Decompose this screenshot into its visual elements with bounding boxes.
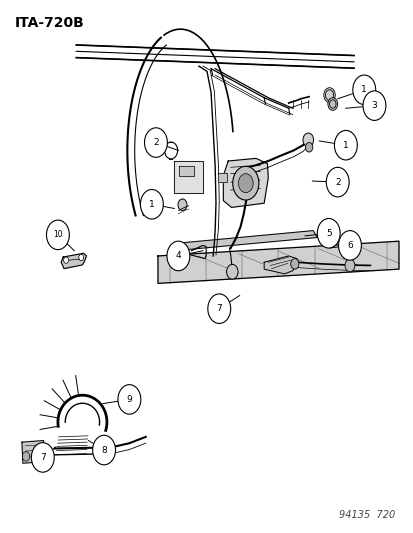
Circle shape bbox=[144, 128, 167, 157]
Circle shape bbox=[232, 166, 258, 200]
Text: ITA-720B: ITA-720B bbox=[15, 16, 85, 30]
Circle shape bbox=[93, 435, 115, 465]
Circle shape bbox=[305, 142, 312, 152]
Circle shape bbox=[334, 131, 356, 160]
Text: 1: 1 bbox=[342, 141, 348, 150]
Polygon shape bbox=[218, 173, 227, 182]
Polygon shape bbox=[22, 441, 44, 463]
Circle shape bbox=[22, 451, 30, 461]
Circle shape bbox=[164, 142, 177, 159]
Circle shape bbox=[344, 259, 354, 272]
Polygon shape bbox=[158, 241, 398, 284]
Polygon shape bbox=[173, 161, 202, 192]
Circle shape bbox=[238, 174, 252, 192]
Circle shape bbox=[31, 443, 54, 472]
Circle shape bbox=[362, 91, 385, 120]
Text: 2: 2 bbox=[334, 177, 339, 187]
Text: 2: 2 bbox=[153, 138, 158, 147]
Circle shape bbox=[178, 199, 187, 211]
Circle shape bbox=[140, 190, 163, 219]
Circle shape bbox=[226, 264, 237, 279]
Circle shape bbox=[207, 294, 230, 324]
Circle shape bbox=[325, 167, 348, 197]
Circle shape bbox=[352, 75, 375, 104]
Circle shape bbox=[166, 241, 190, 271]
Polygon shape bbox=[179, 166, 193, 176]
Text: 7: 7 bbox=[216, 304, 222, 313]
Text: 94135  720: 94135 720 bbox=[338, 510, 394, 520]
Text: 1: 1 bbox=[361, 85, 366, 94]
Circle shape bbox=[316, 219, 339, 248]
Circle shape bbox=[323, 88, 335, 102]
Circle shape bbox=[46, 220, 69, 249]
Polygon shape bbox=[182, 231, 316, 249]
Circle shape bbox=[338, 231, 361, 260]
Polygon shape bbox=[223, 158, 268, 207]
Text: 9: 9 bbox=[126, 395, 132, 404]
Circle shape bbox=[302, 133, 313, 147]
Text: 1: 1 bbox=[149, 200, 154, 209]
Polygon shape bbox=[263, 256, 296, 274]
Circle shape bbox=[290, 259, 298, 269]
Text: 10: 10 bbox=[53, 230, 63, 239]
Circle shape bbox=[118, 385, 140, 414]
Circle shape bbox=[64, 257, 69, 263]
Text: 6: 6 bbox=[346, 241, 352, 250]
Text: 4: 4 bbox=[175, 252, 181, 261]
Text: 7: 7 bbox=[40, 453, 45, 462]
Circle shape bbox=[78, 254, 83, 261]
Text: 5: 5 bbox=[325, 229, 331, 238]
Polygon shape bbox=[61, 253, 86, 269]
Text: 8: 8 bbox=[101, 446, 107, 455]
Circle shape bbox=[327, 98, 337, 110]
Text: 3: 3 bbox=[371, 101, 376, 110]
